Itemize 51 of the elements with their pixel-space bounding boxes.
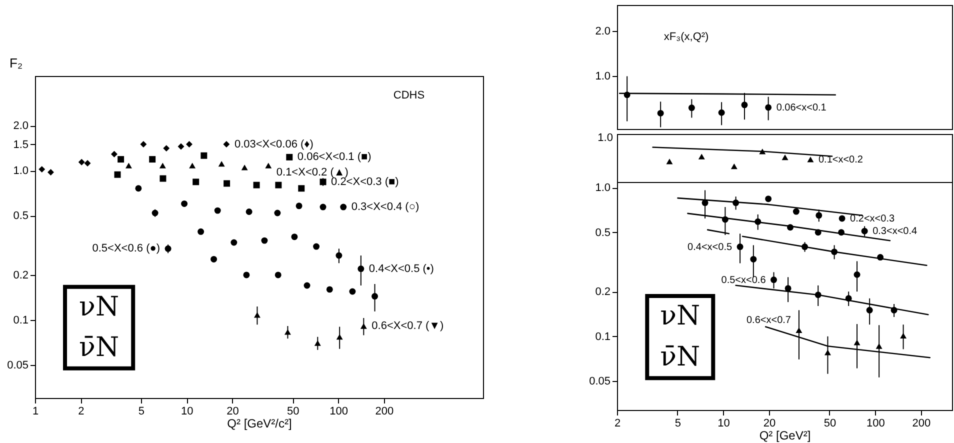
y-tick-label: 0.05: [589, 376, 610, 388]
annotation: νN: [79, 291, 120, 322]
x-tick-label: 2: [614, 418, 621, 430]
x-tick-label: 20: [226, 406, 239, 418]
series-label: 0.3<X<0.4 (○): [351, 201, 420, 214]
series-label: 0.03<X<0.06 (♦): [234, 138, 314, 150]
y-tick-label: 1.0: [595, 70, 610, 82]
y-tick-label: 2.0: [13, 120, 28, 132]
x-axis-title: Q² [GeV²]: [759, 428, 811, 442]
y-tick-label: 0.05: [7, 359, 28, 372]
x-tick-label: 10: [181, 406, 194, 418]
series-label: 0.6<x<0.7: [746, 315, 792, 326]
annotation: ν̄N: [79, 332, 120, 364]
y-tick-label: 0.1: [13, 314, 28, 326]
series-label: 0.5<x<0.6: [721, 274, 766, 286]
y-tick-label: 0.5: [13, 210, 28, 222]
y-tick-label: 1.0: [13, 165, 28, 178]
x-tick-label: 50: [287, 406, 300, 418]
annotation: CDHS: [393, 89, 425, 102]
annotation: xF₃(x,Q²): [664, 31, 709, 44]
y-tick-label: 0.5: [595, 226, 610, 239]
x-tick-label: 200: [375, 406, 394, 418]
y-tick-label: 0.2: [13, 269, 28, 282]
y-tick-label: 0.2: [595, 286, 610, 298]
series-label: 0.3<x<0.4: [872, 226, 918, 238]
series-label: 0.4<x<0.5: [688, 242, 732, 253]
series-label: 0.1<x<0.2: [818, 154, 864, 166]
series-label: 0.5<X<0.6 (●): [92, 242, 160, 255]
y-tick-label: 1.5: [13, 138, 28, 151]
x-tick-label: 200: [912, 418, 931, 430]
x-tick-label: 20: [763, 418, 776, 430]
x-tick-label: 5: [674, 418, 682, 430]
x-tick-label: 50: [824, 418, 836, 430]
x-axis-title: Q² [GeV²/c²]: [227, 416, 292, 430]
annotation: νN: [660, 300, 700, 332]
series-label: 0.6<X<0.7 (▼): [372, 320, 444, 332]
y-axis-title: F₂: [10, 56, 22, 70]
x-tick-label: 1: [32, 406, 39, 418]
x-tick-label: 100: [330, 406, 348, 418]
series-label: 0.2<x<0.3: [850, 213, 895, 224]
x-tick-label: 10: [718, 418, 730, 430]
series-label: 0.06<x<0.1: [776, 102, 827, 114]
x-tick-label: 100: [866, 418, 885, 430]
y-tick-label: 0.1: [595, 330, 610, 343]
y-tick-label: 1.0: [595, 182, 610, 194]
series-label: 0.4<X<0.5 (•): [368, 262, 434, 275]
y-tick-label: 2.0: [595, 26, 610, 38]
annotation: ν̄N: [660, 342, 700, 373]
series-label: 0.06<X<0.1 (■): [297, 151, 372, 164]
x-tick-label: 2: [78, 406, 84, 418]
x-tick-label: 5: [138, 406, 145, 418]
